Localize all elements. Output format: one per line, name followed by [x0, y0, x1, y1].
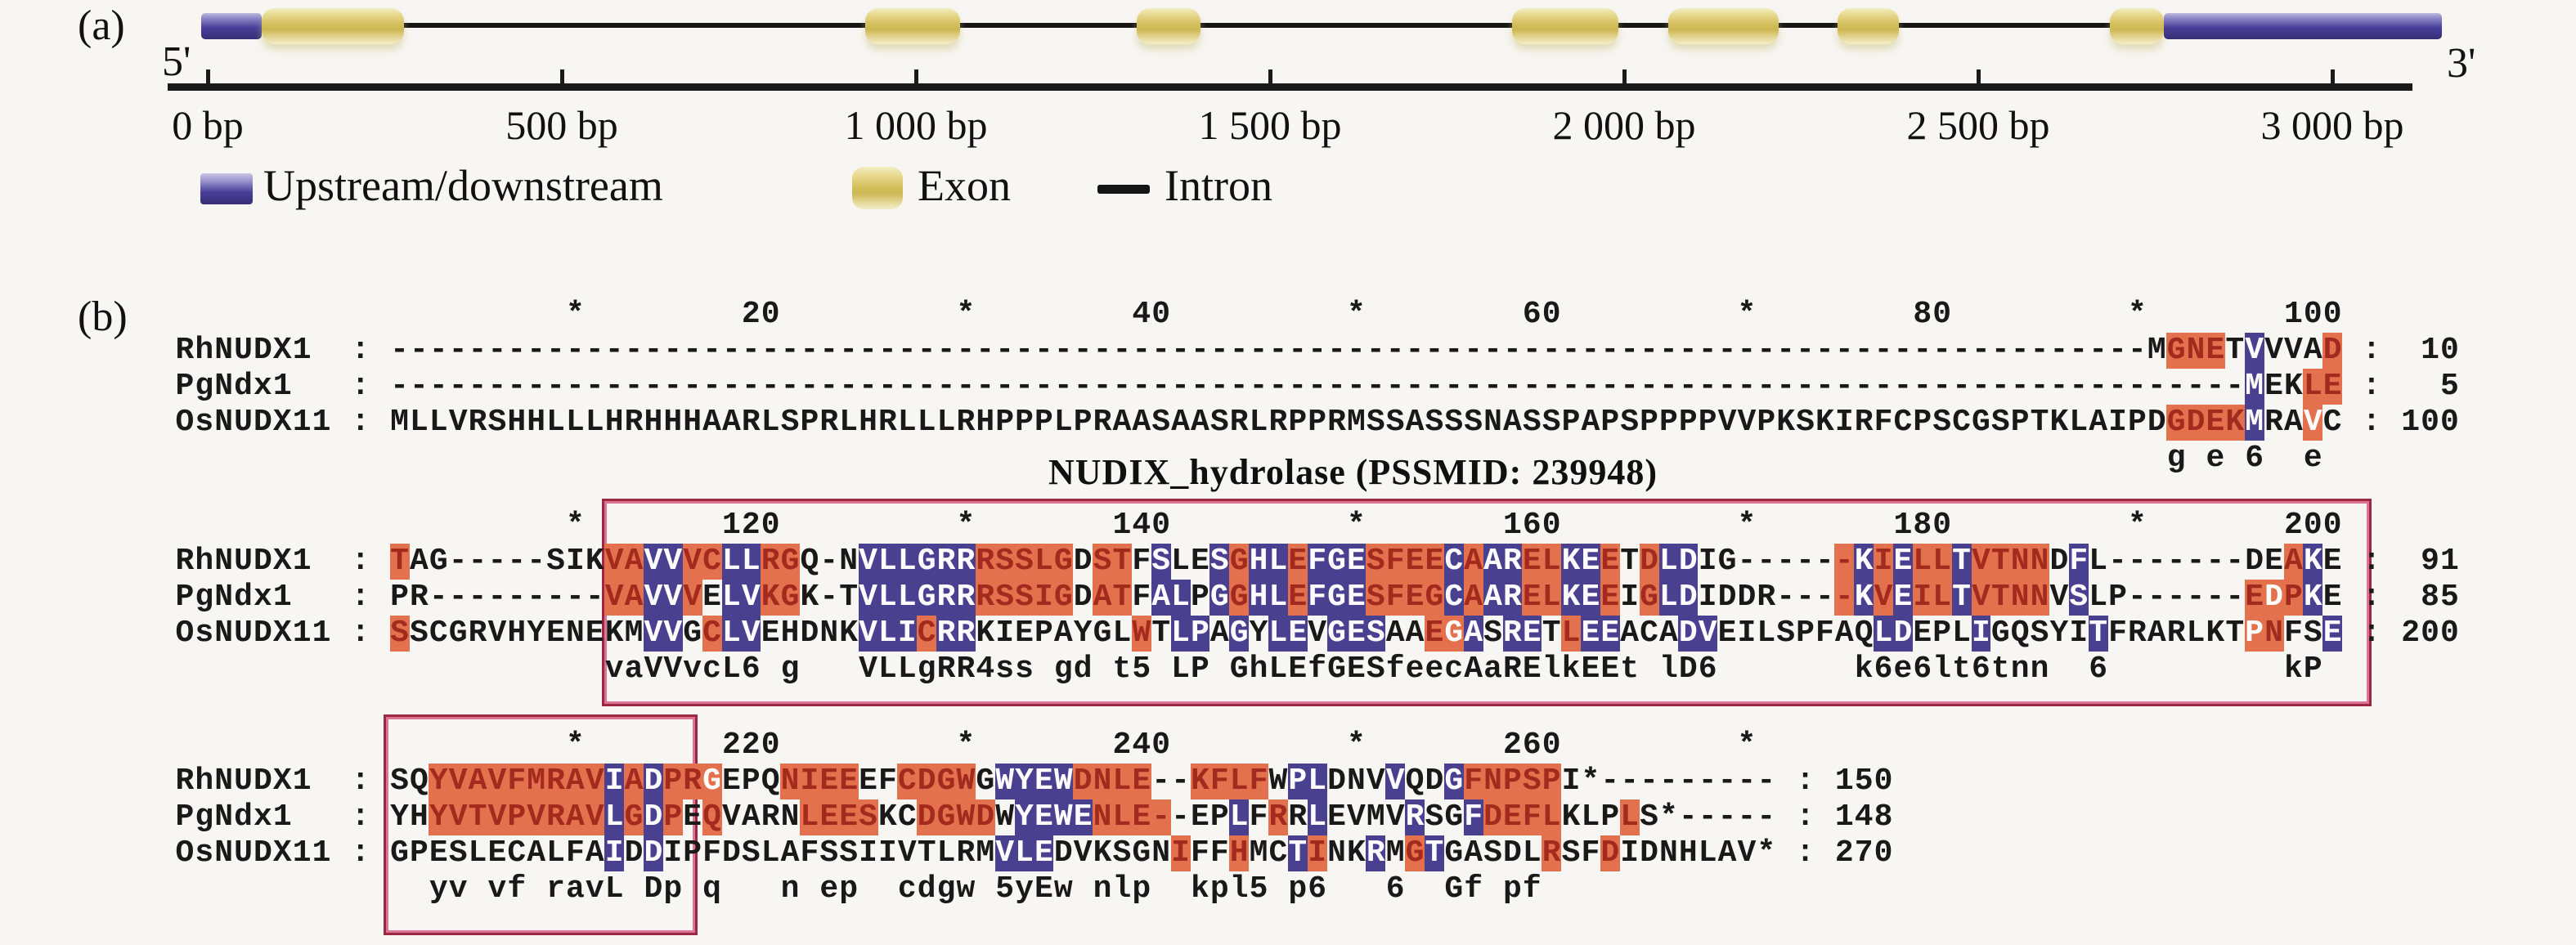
intron-line: [201, 23, 2442, 28]
axis-tick-1: [560, 69, 564, 83]
gene-track: [0, 0, 2576, 57]
exon-5: [1668, 8, 1779, 44]
downstream-region: [2164, 13, 2442, 39]
axis-tick-label-4: 2 000 bp: [1552, 102, 1696, 148]
alignment-ruler-1: * 20 * 40 * 60 * 80 * 100: [566, 297, 2342, 332]
alignment-ruler-3: * 220 * 240 * 260 *: [566, 728, 1757, 763]
nudix-domain-box-2: [384, 714, 698, 935]
domain-title: NUDIX_hydrolase (PSSMID: 239948): [1048, 452, 1658, 492]
axis-tick-label-2: 1 000 bp: [844, 102, 988, 148]
panel-b-label: (b): [78, 293, 128, 340]
axis-tick-label-0: 0 bp: [172, 102, 244, 148]
panel-b: (b): [0, 270, 2576, 945]
consensus-row-2: vaVVvcL6 g VLLgRR4ss gd t5 LP GhLEfGESfeecAaRE…: [604, 652, 2322, 687]
alignment-row-PgNdx1-block3: PgNdx1: YHYVTVPVRAVLGDPEQVARNLEESKCDGWDWY…: [175, 799, 1893, 835]
alignment-row-PgNdx1-block2: PgNdx1: PR---------VAVVVELVKGK-TVLLGRRRSS…: [175, 580, 2459, 616]
axis-tick-4: [1622, 69, 1627, 83]
exon-1: [262, 8, 404, 44]
legend-label-2: Intron: [1165, 161, 1272, 210]
exon-7: [2110, 8, 2164, 44]
alignment-row-OsNUDX11-block3: OsNUDX11: GPESLECALFAIDDIPFDSLAFSSIIVTLRM…: [175, 835, 1893, 871]
axis-tick-3: [1268, 69, 1272, 83]
legend-swatch-exon: [852, 167, 903, 209]
legend-swatch-intron: [1097, 185, 1150, 194]
legend-label-1: Exon: [918, 161, 1011, 210]
legend: Upstream/downstream Exon Intron: [0, 160, 2576, 229]
axis-tick-label-6: 3 000 bp: [2260, 102, 2404, 148]
scale-axis-line: [168, 83, 2412, 91]
consensus-row-3: yv vf ravL Dp q n ep cdgw 5yEw nlp kpl5 p6 6 Gf pf: [429, 871, 1542, 907]
five-prime-label: 5': [162, 38, 191, 85]
alignment-ruler-2: * 120 * 140 * 160 * 180 * 200: [566, 508, 2342, 543]
alignment-row-RhNUDX1-block1: RhNUDX1: --------------------------------…: [175, 333, 2459, 369]
axis-tick-label-3: 1 500 bp: [1198, 102, 1342, 148]
axis-tick-2: [914, 69, 918, 83]
axis-tick-label-5: 2 500 bp: [1906, 102, 2050, 148]
axis-tick-label-1: 500 bp: [505, 102, 618, 148]
exon-3: [1137, 8, 1200, 44]
upstream-region: [201, 13, 262, 39]
axis-tick-0: [206, 69, 210, 83]
panel-a-label: (a): [78, 2, 125, 49]
alignment-row-OsNUDX11-block2: OsNUDX11: SSCGRVHYENEKMVVGCLVEHDNKVLICRRK…: [175, 616, 2459, 652]
three-prime-label: 3': [2447, 40, 2476, 87]
alignment-row-RhNUDX1-block2: RhNUDX1: TAG-----SIKVAVVVCLLRGQ-NVLLGRRRS…: [175, 544, 2459, 580]
alignment-row-OsNUDX11-block1: OsNUDX11: MLLVRSHHLLLHRHHHAARLSPRLHRLLLRH…: [175, 405, 2459, 441]
scale-axis: 0 bp 500 bp 1 000 bp 1 500 bp 2 000 bp 2 500 …: [0, 0, 2576, 155]
panel-a: (a) 5' 3' 0 bp 500 bp 1 000 bp 1 500 bp 2 00…: [0, 0, 2576, 229]
axis-tick-5: [1977, 69, 1981, 83]
nudix-domain-box-1: [602, 499, 2372, 706]
exon-6: [1838, 8, 1899, 44]
axis-tick-6: [2331, 69, 2335, 83]
legend-label-0: Upstream/downstream: [263, 161, 663, 210]
alignment-row-PgNdx1-block1: PgNdx1: ---------------------------------…: [175, 369, 2459, 405]
exon-2: [865, 8, 960, 44]
alignment-row-RhNUDX1-block3: RhNUDX1: SQYVAVFMRAVIADPRGEPQNIEEEFCDGWGW…: [175, 764, 1893, 799]
exon-4: [1512, 8, 1618, 44]
legend-swatch-updown: [200, 173, 253, 204]
